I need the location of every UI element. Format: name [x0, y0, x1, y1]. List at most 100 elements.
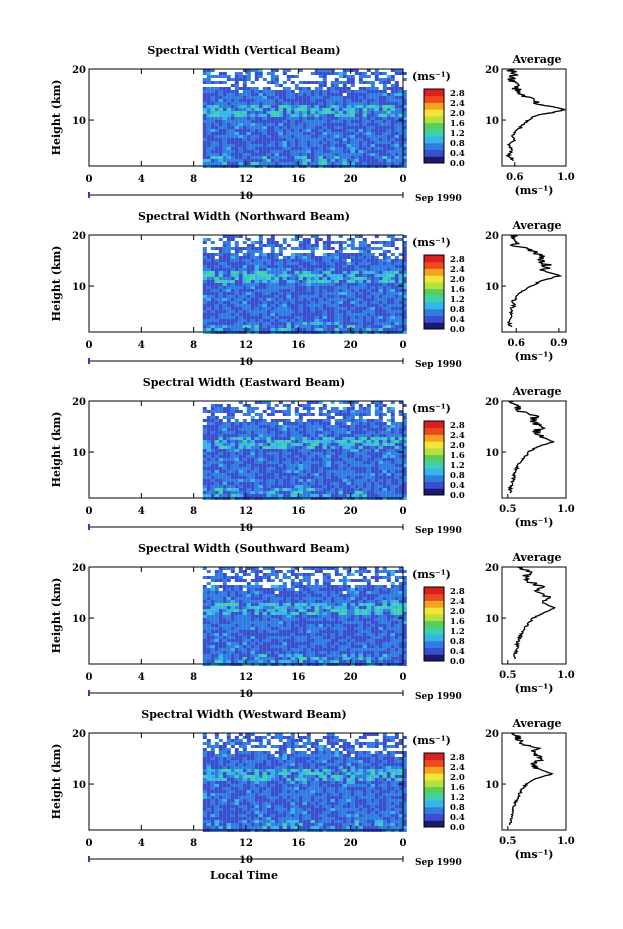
heatmap-cell — [282, 437, 287, 440]
heatmap-cell — [226, 600, 231, 603]
heatmap-cell — [386, 162, 391, 165]
heatmap-cell — [342, 111, 347, 114]
heatmap-cell — [334, 434, 339, 437]
colorbar-tick-label: 1.2 — [450, 129, 465, 139]
heatmap-cell — [258, 147, 263, 150]
heatmap-cell — [234, 250, 239, 253]
heatmap-cell — [362, 123, 367, 126]
heatmap-cell — [394, 162, 399, 165]
heatmap-cell — [230, 156, 235, 159]
heatmap-cell — [218, 150, 223, 153]
heatmap-cell — [238, 464, 243, 467]
heatmap-cell — [238, 262, 243, 265]
heatmap-cell — [286, 479, 291, 482]
heatmap-cell — [402, 162, 407, 165]
heatmap-cell — [210, 407, 215, 410]
heatmap-cell — [254, 407, 259, 410]
heatmap-cell — [246, 304, 251, 307]
heatmap-cell — [274, 93, 279, 96]
heatmap-cell — [326, 425, 331, 428]
heatmap-cell — [286, 256, 291, 259]
heatmap-cell — [366, 93, 371, 96]
heatmap-cell — [318, 150, 323, 153]
heatmap-cell — [302, 144, 307, 147]
heatmap-cell — [370, 431, 375, 434]
heatmap-cell — [218, 147, 223, 150]
heatmap-cell — [210, 615, 215, 618]
heatmap-cell — [246, 434, 251, 437]
heatmap-cell — [262, 479, 267, 482]
heatmap-cell — [370, 428, 375, 431]
heatmap-cell — [398, 437, 403, 440]
heatmap-cell — [358, 464, 363, 467]
heatmap-cell — [234, 467, 239, 470]
heatmap-cell — [346, 96, 351, 99]
heatmap-cell — [278, 295, 283, 298]
heatmap-cell — [330, 455, 335, 458]
heatmap-cell — [258, 108, 263, 111]
heatmap-cell — [378, 274, 383, 277]
heatmap-cell — [226, 159, 231, 162]
heatmap-cell — [238, 286, 243, 289]
heatmap-cell — [386, 120, 391, 123]
heatmap-cell — [278, 458, 283, 461]
heatmap-cell — [338, 301, 343, 304]
heatmap-cell — [330, 93, 335, 96]
heatmap-cell — [298, 135, 303, 138]
heatmap-cell — [262, 256, 267, 259]
heatmap-cell — [234, 87, 239, 90]
heatmap-cell — [322, 256, 327, 259]
heatmap-cell — [230, 410, 235, 413]
heatmap-cell — [262, 277, 267, 280]
heatmap-cell — [210, 633, 215, 636]
heatmap-cell — [258, 150, 263, 153]
heatmap-cell — [306, 111, 311, 114]
heatmap-cell — [402, 295, 407, 298]
heatmap-cell — [266, 422, 271, 425]
heatmap-cell — [354, 153, 359, 156]
heatmap-cell — [210, 286, 215, 289]
heatmap-cell — [314, 156, 319, 159]
heatmap-cell — [330, 141, 335, 144]
heatmap-cell — [250, 434, 255, 437]
heatmap-cell — [270, 244, 275, 247]
heatmap-cell — [306, 156, 311, 159]
heatmap-cell — [294, 328, 299, 331]
heatmap-cell — [358, 247, 363, 250]
heatmap-cell — [366, 316, 371, 319]
heatmap-cell — [206, 108, 211, 111]
heatmap-cell — [246, 156, 251, 159]
heatmap-cell — [222, 473, 227, 476]
heatmap-cell — [382, 440, 387, 443]
heatmap-cell — [274, 111, 279, 114]
heatmap-cell — [314, 322, 319, 325]
heatmap-cell — [374, 485, 379, 488]
heatmap-cell — [342, 132, 347, 135]
heatmap-cell — [278, 467, 283, 470]
heatmap-cell — [230, 147, 235, 150]
heatmap-cell — [266, 286, 271, 289]
heatmap-cell — [278, 298, 283, 301]
heatmap-cell — [226, 87, 231, 90]
heatmap-cell — [306, 328, 311, 331]
heatmap-cell — [226, 123, 231, 126]
heatmap-cell — [218, 636, 223, 639]
heatmap-cell — [278, 488, 283, 491]
heatmap-cell — [310, 464, 315, 467]
heatmap-cell — [302, 310, 307, 313]
heatmap-cell — [222, 87, 227, 90]
heatmap-cell — [386, 313, 391, 316]
heatmap-cell — [222, 295, 227, 298]
heatmap-cell — [394, 105, 399, 108]
heatmap-cell — [342, 425, 347, 428]
heatmap-cell — [390, 271, 395, 274]
heatmap-cell — [354, 111, 359, 114]
heatmap-cell — [362, 482, 367, 485]
heatmap-cell — [386, 419, 391, 422]
heatmap-cell — [306, 99, 311, 102]
heatmap-cell — [310, 259, 315, 262]
heatmap-cell — [346, 120, 351, 123]
heatmap-cell — [310, 235, 315, 238]
heatmap-cell — [274, 328, 279, 331]
heatmap-cell — [206, 600, 211, 603]
